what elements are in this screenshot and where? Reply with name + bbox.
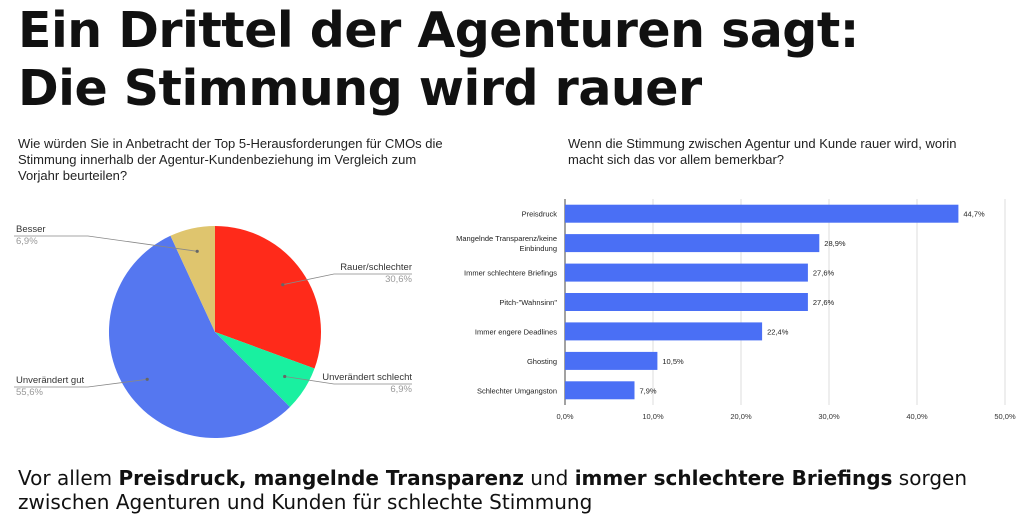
bar-x-tick-label: 20,0% [730,412,752,421]
summary-text: Vor allem Preisdruck, mangelnde Transpar… [18,466,1018,514]
pie-leader-dot-rauer-schlechter [281,283,285,287]
bar-value-label: 22,4% [767,327,789,336]
bar-x-tick-label: 40,0% [906,412,928,421]
pie-slice-rauer-schlechter [215,226,322,369]
pie-leader-dot-unver-ndert-gut [145,377,149,381]
pie-leader-line-unver-ndert-schlecht [284,376,412,385]
bar-x-tick-label: 30,0% [818,412,840,421]
summary-bold-2: immer schlechtere Briefings [574,466,893,490]
bar-category-label: Pitch-"Wahnsinn" [499,298,557,307]
bar-category-label: Immer schlechtere Briefings [464,269,557,278]
bar-category-label: Preisdruck [522,210,558,219]
pie-leader-line-besser [14,235,198,252]
headline-line-1: Ein Drittel der Agenturen sagt: [18,2,859,59]
pie-slice-besser [170,226,215,332]
bar-value-label: 28,9% [824,239,846,248]
bar-ghosting [565,351,658,370]
bar-category-label: Ghosting [527,357,557,366]
bar-value-label: 27,6% [813,298,835,307]
pie-leader-line-unver-ndert-gut [14,378,148,388]
pie-label-besser: Besser [16,224,46,235]
bar-question: Wenn die Stimmung zwischen Agentur und K… [568,136,957,167]
bar-category-label: Immer engere Deadlines [475,327,557,336]
pie-label-unver-ndert-schlecht: Unverändert schlecht [322,372,412,383]
pie-slice-unver-ndert-schlecht [215,332,315,407]
bar-category-label: Schlechter Umgangston [477,386,557,395]
summary-bold-1: Preisdruck, mangelnde Transparenz [118,466,524,490]
bar-value-label: 27,6% [813,269,835,278]
bar-pitch-wahnsinn [565,293,808,311]
pie-label-rauer-schlechter: Rauer/schlechter [340,262,412,273]
headline-line-2: Die Stimmung wird rauer [18,60,702,117]
pie-question: Wie würden Sie in Anbetracht der Top 5-H… [18,136,443,183]
bar-x-tick-label: 10,0% [642,412,664,421]
summary-text-1: Vor allem [18,466,119,490]
pie-slice-unver-ndert-gut [108,235,290,439]
pie-label-unver-ndert-gut: Unverändert gut [16,375,84,386]
summary-text-2: und [523,466,575,490]
bar-x-tick-label: 50,0% [994,412,1016,421]
bar-value-label: 7,9% [640,386,657,395]
bar-immer-schlechtere-briefings [565,263,808,282]
bar-immer-engere-deadlines [565,322,763,341]
pie-value-unver-ndert-schlecht: 6,9% [390,384,412,395]
pie-value-rauer-schlechter: 30,6% [385,274,412,285]
pie-leader-line-rauer-schlechter [282,273,412,286]
pie-value-besser: 6,9% [16,236,38,247]
summary-text-3: sorgen zwischen Agenturen und Kunden für… [18,466,968,514]
pie-value-unver-ndert-gut: 55,6% [16,387,43,398]
pie-leader-dot-unver-ndert-schlecht [283,374,287,379]
bar-mangelnde-transparenz-keine-einbindung [565,234,820,253]
bar-chart: 0,0% 10,0% 20,0% 30,0% 40,0% 50,0% 44,7% Preisd… [456,199,1016,421]
bar-preisdruck [565,204,959,223]
headline: Ein Drittel der Agenturen sagt: Die Stim… [18,2,859,118]
bar-value-label: 44,7% [963,210,985,219]
bar-category-label: Mangelnde Transparenz/keine Einbindung [456,234,557,253]
bar-schlechter-umgangston [565,381,635,400]
bar-x-tick-label: 0,0% [556,412,573,421]
pie-leader-dot-besser [195,249,199,253]
bar-value-label: 10,5% [662,357,684,366]
